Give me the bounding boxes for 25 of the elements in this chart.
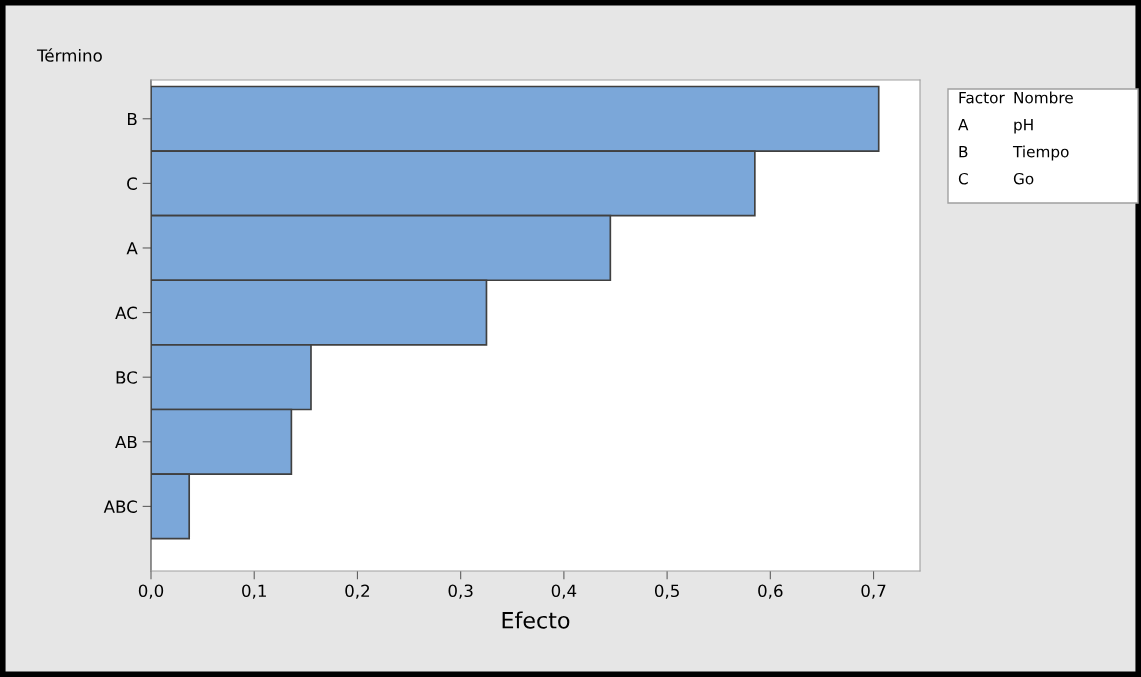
text: Nombre bbox=[1014, 91, 1073, 104]
y-tick-label: C bbox=[127, 177, 137, 190]
x-axis-title: Efecto bbox=[502, 611, 570, 629]
x-tick-label: 0,5 bbox=[654, 584, 679, 599]
text: A bbox=[958, 119, 969, 131]
y-tick-label: B bbox=[128, 112, 137, 126]
x-tick-label: 0,3 bbox=[448, 584, 473, 599]
text: pH bbox=[1014, 119, 1033, 134]
y-axis-title: Término bbox=[36, 48, 102, 62]
x-tick-label: 0,7 bbox=[861, 584, 886, 599]
text: Tiempo bbox=[1012, 145, 1069, 161]
x-tick-label: 0,6 bbox=[758, 584, 783, 599]
text: B bbox=[959, 146, 968, 158]
y-tick-label: AB bbox=[115, 435, 137, 449]
text: C bbox=[958, 172, 968, 185]
x-tick-label: 0,2 bbox=[345, 584, 370, 599]
y-tick-label: AC bbox=[115, 306, 137, 320]
x-tick-label: 0,0 bbox=[138, 584, 164, 599]
y-tick-label: ABC bbox=[103, 500, 137, 513]
text: Factor bbox=[959, 92, 1005, 104]
y-tick-label: A bbox=[126, 242, 138, 255]
x-tick-label: 0,4 bbox=[551, 584, 577, 599]
y-tick-label: BC bbox=[116, 371, 137, 384]
text: Go bbox=[1013, 172, 1034, 185]
x-tick-label: 0,1 bbox=[242, 584, 266, 599]
